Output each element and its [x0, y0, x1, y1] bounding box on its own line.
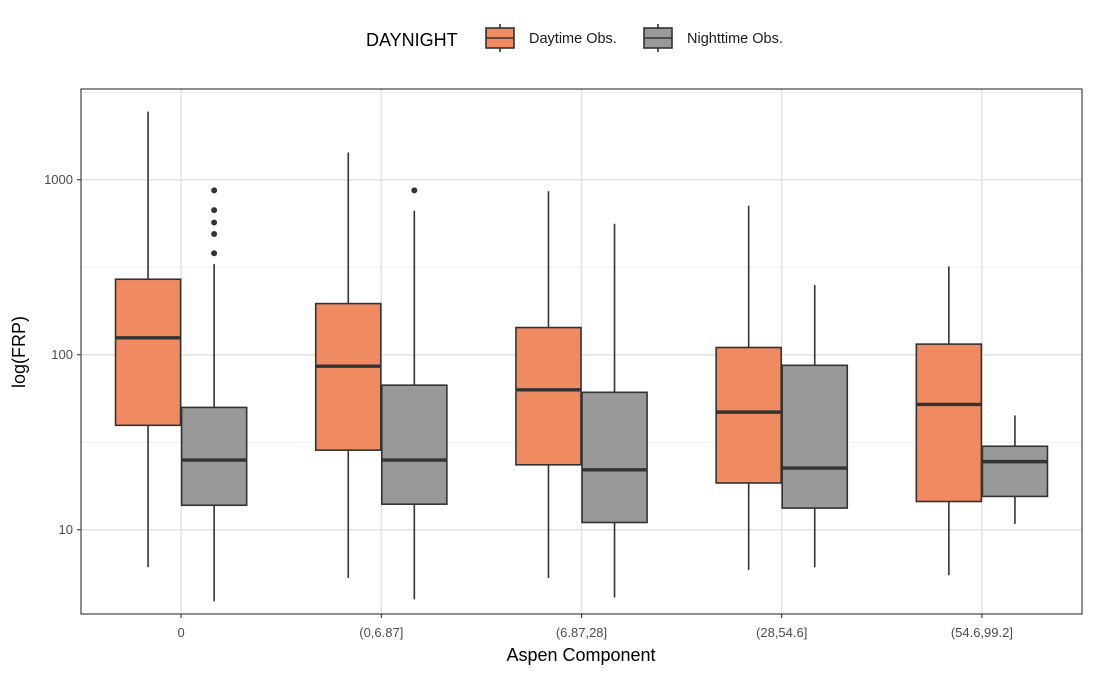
x-tick-label: (28,54.6] — [756, 625, 807, 640]
box-group — [915, 266, 983, 576]
box — [915, 343, 983, 503]
box — [781, 364, 849, 509]
x-axis: 0 (0,6.87] (6.87,28] (28,54.6] (54.6,99.2] — [177, 614, 1013, 640]
outlier-point — [411, 187, 418, 194]
outlier-point — [211, 219, 218, 226]
box — [581, 391, 648, 524]
legend-item: Daytime Obs. — [485, 24, 617, 52]
box — [715, 346, 783, 484]
outlier-point — [211, 187, 218, 194]
legend-item: Nighttime Obs. — [643, 24, 783, 52]
x-tick-label: (6.87,28] — [556, 625, 607, 640]
box-series — [114, 111, 1049, 602]
box-group — [581, 223, 648, 598]
x-tick-label: (54.6,99.2] — [951, 625, 1013, 640]
x-tick-label: (0,6.87] — [359, 625, 403, 640]
outlier-point — [211, 207, 218, 214]
legend-items: Daytime Obs. Nighttime Obs. — [485, 24, 783, 52]
box-group — [380, 187, 448, 600]
box — [981, 445, 1049, 498]
legend-label: Daytime Obs. — [529, 31, 617, 47]
y-tick-label: 10 — [59, 522, 73, 537]
outlier-point — [211, 230, 218, 237]
box-group — [781, 285, 849, 568]
box-group — [981, 415, 1049, 524]
box — [380, 384, 448, 505]
x-axis-title: Aspen Component — [506, 645, 655, 665]
y-tick-label: 100 — [51, 347, 73, 362]
box — [180, 406, 248, 507]
outlier-point — [211, 250, 218, 257]
box — [515, 326, 582, 466]
box-group — [515, 191, 582, 578]
legend-title: DAYNIGHT — [366, 30, 458, 50]
box-group — [180, 187, 248, 602]
box-group — [314, 152, 382, 578]
plot-area — [80, 88, 1083, 615]
y-axis: 10 100 1000 — [44, 172, 81, 537]
box — [114, 278, 182, 427]
box — [314, 302, 382, 451]
y-tick-label: 1000 — [44, 172, 73, 187]
box-group — [114, 111, 182, 568]
legend: DAYNIGHT Daytime Obs. Nighttime Obs. — [366, 24, 783, 52]
legend-label: Nighttime Obs. — [687, 31, 783, 47]
box-group — [715, 205, 783, 570]
y-axis-title: log(FRP) — [9, 316, 29, 388]
x-tick-label: 0 — [177, 625, 184, 640]
